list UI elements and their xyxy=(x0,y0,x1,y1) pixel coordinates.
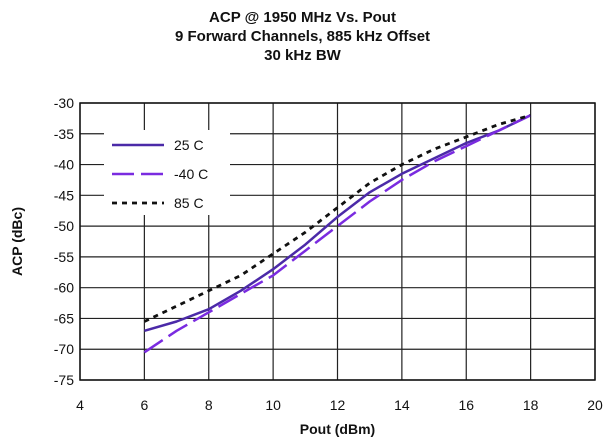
y-axis-ticks: -30 -35 -40 -45 -50 -55 -60 -65 -70 -75 xyxy=(54,95,74,388)
series-lines xyxy=(143,113,532,354)
x-tick-label: 10 xyxy=(265,397,281,413)
legend-label-1: -40 C xyxy=(174,166,208,182)
y-tick-label: -70 xyxy=(54,341,74,357)
x-tick-label: 12 xyxy=(330,397,346,413)
x-tick-label: 4 xyxy=(76,397,84,413)
plot-frame xyxy=(79,102,596,381)
series-line-1 xyxy=(143,114,532,354)
legend-label-0: 25 C xyxy=(174,137,204,153)
x-tick-label: 8 xyxy=(205,397,213,413)
y-tick-label: -35 xyxy=(54,126,74,142)
x-tick-label: 16 xyxy=(458,397,474,413)
y-tick-label: -75 xyxy=(54,372,74,388)
chart-title: ACP @ 1950 MHz Vs. Pout xyxy=(209,9,396,26)
y-tick-label: -65 xyxy=(54,310,74,326)
x-tick-label: 20 xyxy=(587,397,603,413)
x-axis-label: Pout (dBm) xyxy=(300,421,375,437)
x-tick-label: 18 xyxy=(523,397,539,413)
legend-label-2: 85 C xyxy=(174,195,204,211)
x-axis-ticks: 4 6 8 10 12 14 16 18 20 xyxy=(76,397,603,413)
chart-subtitle-2: 30 kHz BW xyxy=(264,47,341,64)
y-axis-label: ACP (dBc) xyxy=(9,207,25,276)
y-tick-label: -40 xyxy=(54,157,74,173)
chart-subtitle-1: 9 Forward Channels, 885 kHz Offset xyxy=(174,28,431,45)
legend: 25 C -40 C 85 C xyxy=(104,130,230,215)
y-tick-label: -30 xyxy=(54,95,74,111)
series-line-0 xyxy=(144,114,532,333)
y-tick-label: -60 xyxy=(54,280,74,296)
y-tick-label: -55 xyxy=(54,249,74,265)
x-tick-label: 14 xyxy=(394,397,410,413)
x-tick-label: 6 xyxy=(140,397,148,413)
series-line-2 xyxy=(143,113,531,323)
y-tick-label: -45 xyxy=(54,187,74,203)
y-tick-label: -50 xyxy=(54,218,74,234)
